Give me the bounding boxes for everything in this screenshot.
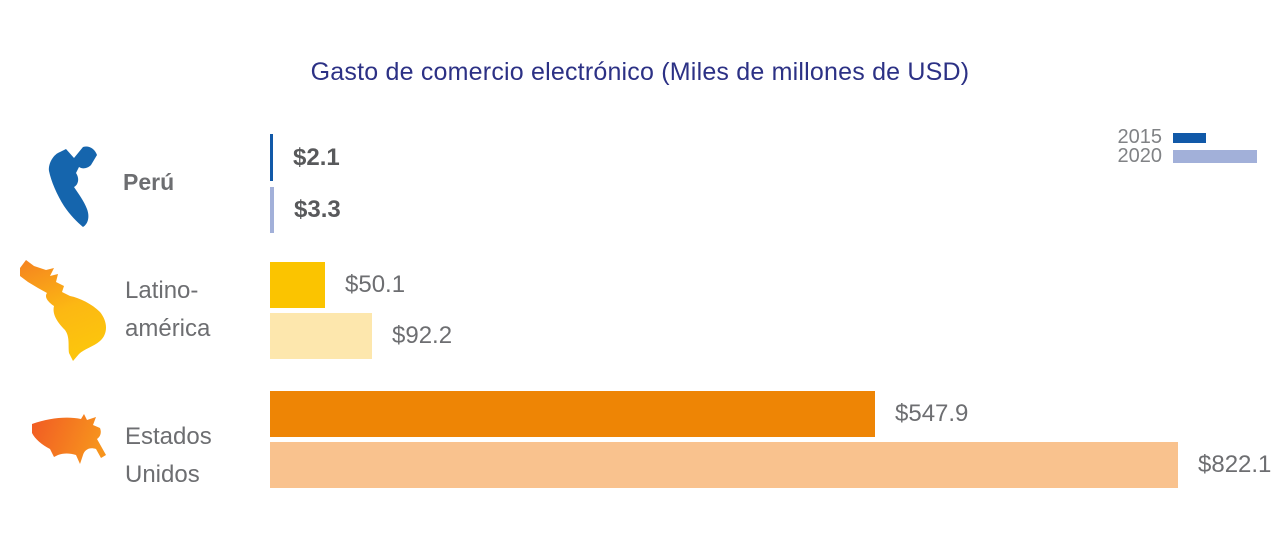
bar-latam-2015 bbox=[270, 262, 325, 308]
chart-legend: 2015 2020 bbox=[1114, 126, 1257, 167]
bar-value-latam-2020: $92.2 bbox=[392, 322, 453, 349]
legend-row-2020: 2020 bbox=[1114, 145, 1257, 167]
bar-row-peru-2015: $2.1 bbox=[270, 134, 340, 181]
bar-peru-2020 bbox=[270, 187, 274, 233]
chart-title: Gasto de comercio electrónico (Miles de … bbox=[310, 58, 970, 86]
bar-row-peru-2020: $3.3 bbox=[270, 187, 341, 233]
bar-row-latam-2015: $50.1 bbox=[270, 262, 405, 308]
legend-row-2015: 2015 bbox=[1114, 126, 1257, 148]
peru-map-icon bbox=[42, 145, 104, 231]
latam-map-icon bbox=[12, 256, 117, 361]
bar-usa-2015 bbox=[270, 391, 875, 437]
bar-latam-2020 bbox=[270, 313, 372, 359]
usa-map-icon bbox=[27, 410, 115, 472]
legend-label-2015: 2015 bbox=[1117, 126, 1163, 148]
legend-swatch-2015-icon bbox=[1173, 132, 1206, 143]
bar-value-usa-2015: $547.9 bbox=[895, 400, 969, 427]
row-label-usa: Estados Unidos bbox=[125, 423, 212, 488]
bar-usa-2020 bbox=[270, 442, 1178, 488]
row-label-latam: Latino- américa bbox=[125, 277, 211, 342]
bar-value-peru-2020: $3.3 bbox=[294, 196, 341, 223]
bar-peru-2015 bbox=[270, 134, 273, 181]
bar-row-usa-2015: $547.9 bbox=[270, 391, 968, 437]
legend-label-2020: 2020 bbox=[1117, 145, 1163, 167]
bar-value-peru-2015: $2.1 bbox=[293, 143, 340, 171]
bar-value-usa-2020: $822.1 bbox=[1198, 451, 1272, 478]
bar-row-latam-2020: $92.2 bbox=[270, 313, 452, 359]
row-label-peru: Perú bbox=[123, 169, 175, 195]
legend-swatch-2020-icon bbox=[1173, 150, 1257, 163]
bar-row-usa-2020: $822.1 bbox=[270, 442, 1271, 488]
bar-value-latam-2015: $50.1 bbox=[345, 271, 406, 298]
